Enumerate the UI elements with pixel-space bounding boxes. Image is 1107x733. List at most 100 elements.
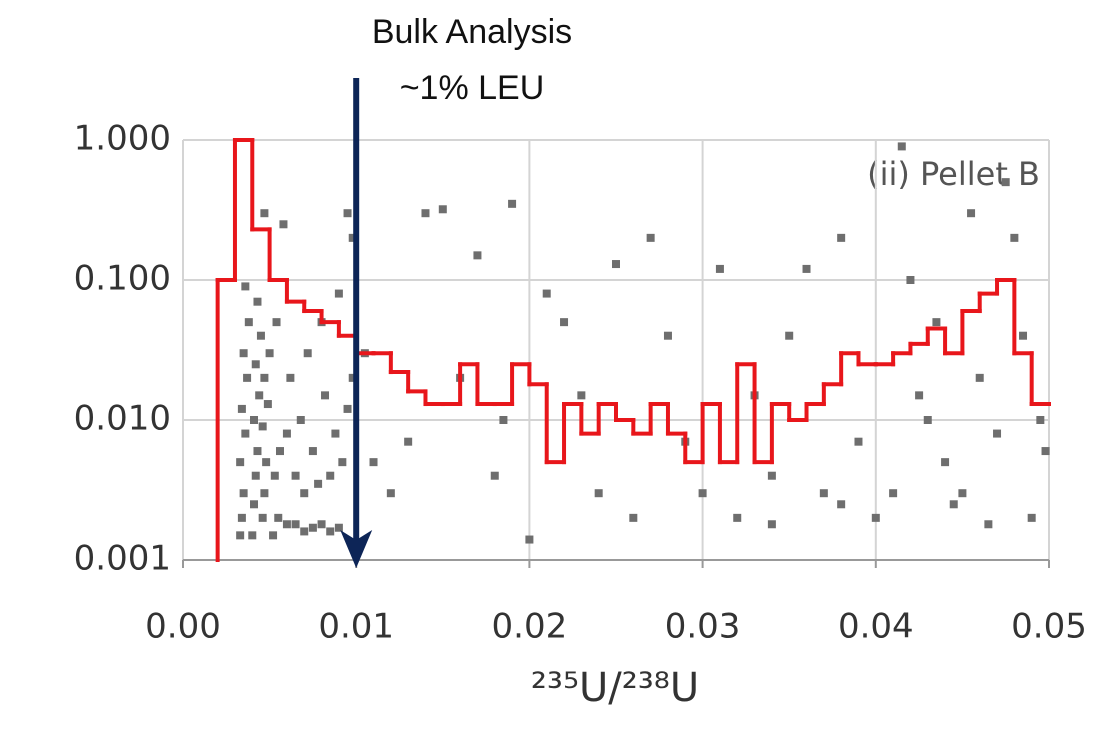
y-tick-label: 0.100: [74, 259, 171, 299]
scatter-point: [871, 513, 880, 522]
scatter-point: [250, 416, 259, 424]
scatter-point: [244, 318, 253, 327]
scatter-point: [733, 513, 742, 522]
scatter-point: [317, 520, 326, 529]
scatter-point: [958, 489, 967, 498]
scatter-point: [260, 489, 269, 498]
scatter-point: [253, 447, 262, 456]
scatter-point: [255, 391, 264, 400]
scatter-point: [1027, 513, 1036, 522]
x-tick-label: 0.03: [665, 607, 741, 647]
x-axis-label: ²³⁵U/²³⁸U: [531, 665, 699, 711]
scatter-point: [837, 233, 846, 242]
scatter-point: [275, 447, 284, 456]
scatter-point: [282, 520, 291, 529]
scatter-point: [837, 500, 846, 509]
annotation-line: ~1% LEU: [400, 69, 545, 107]
scatter-point: [542, 289, 551, 298]
scatter-point: [308, 523, 317, 532]
scatter-point: [698, 489, 707, 498]
scatter-point: [594, 489, 603, 498]
y-tick-label: 1.000: [74, 119, 171, 159]
annotation-arrowhead: [340, 530, 373, 568]
scatter-point: [263, 400, 272, 409]
scatter-point: [1019, 331, 1028, 340]
scatter-point: [386, 489, 395, 498]
scatter-point: [369, 458, 378, 467]
x-tick-label: 0.02: [492, 607, 568, 647]
y-tick-label: 0.010: [74, 399, 171, 439]
scatter-point: [421, 209, 430, 218]
scatter-point: [923, 416, 932, 424]
x-tick-label: 0.00: [145, 607, 221, 647]
x-tick-label: 0.05: [1011, 607, 1087, 647]
scatter-point: [243, 373, 252, 382]
scatter-point: [802, 264, 811, 273]
scatter-point: [291, 520, 300, 529]
scatter-point: [984, 520, 993, 529]
scatter-point: [473, 251, 482, 260]
scatter-point: [767, 471, 776, 480]
scatter-point: [237, 404, 246, 413]
scatter-point: [348, 373, 357, 382]
scatter-point: [265, 349, 274, 358]
scatter-point: [334, 523, 343, 532]
scatter-point: [819, 489, 828, 498]
scatter-point: [237, 513, 246, 522]
annotation-line: Bulk Analysis: [372, 13, 572, 51]
scatter-point: [258, 422, 267, 431]
panel-label: (ii) Pellet B: [867, 155, 1040, 193]
scatter-point: [646, 233, 655, 242]
scatter-point: [236, 458, 245, 467]
scatter-point: [270, 471, 279, 480]
scatter-point: [338, 458, 347, 467]
scatter-point: [348, 233, 357, 242]
scatter-point: [508, 199, 517, 208]
scatter-point: [250, 500, 259, 509]
scatter-point: [889, 489, 898, 498]
scatter-point: [286, 373, 295, 382]
scatter-point: [239, 349, 248, 358]
scatter-point: [941, 458, 950, 467]
scatter-point: [1001, 178, 1010, 187]
scatter-point: [404, 437, 413, 446]
scatter-point: [248, 531, 257, 540]
scatter-point: [274, 513, 283, 522]
scatter-point: [326, 527, 335, 536]
scatter-point: [303, 349, 312, 358]
scatter-point: [343, 404, 352, 413]
scatter-point: [949, 500, 958, 509]
scatter-point: [241, 429, 250, 438]
scatter-point: [897, 142, 906, 151]
scatter-point: [612, 260, 620, 269]
scatter-point: [525, 535, 534, 544]
x-tick-label: 0.01: [318, 607, 394, 647]
scatter-point: [279, 220, 288, 229]
scatter-point: [282, 429, 291, 438]
scatter-point: [241, 282, 250, 291]
scatter-point: [343, 209, 352, 218]
scatter-point: [906, 276, 915, 284]
scatter-point: [239, 489, 248, 498]
scatter-point: [331, 429, 340, 438]
scatter-point: [499, 416, 508, 424]
scatter-point: [300, 527, 309, 536]
scatter-point: [993, 429, 1002, 438]
scatter-point: [767, 520, 776, 529]
scatter-point: [260, 373, 269, 382]
scatter-point: [490, 471, 499, 480]
scatter-point: [438, 205, 447, 214]
scatter-point: [629, 513, 638, 522]
scatter-point: [915, 391, 924, 400]
scatter-point: [663, 331, 672, 340]
scatter-point: [932, 318, 941, 327]
scatter-point: [785, 331, 794, 340]
scatter-point: [272, 318, 281, 327]
scatter-point: [560, 318, 569, 327]
scatter-point: [291, 471, 300, 480]
scatter-point: [251, 360, 260, 369]
scatter-point: [1010, 233, 1019, 242]
scatter-point: [269, 531, 278, 540]
scatter-point: [321, 391, 330, 400]
